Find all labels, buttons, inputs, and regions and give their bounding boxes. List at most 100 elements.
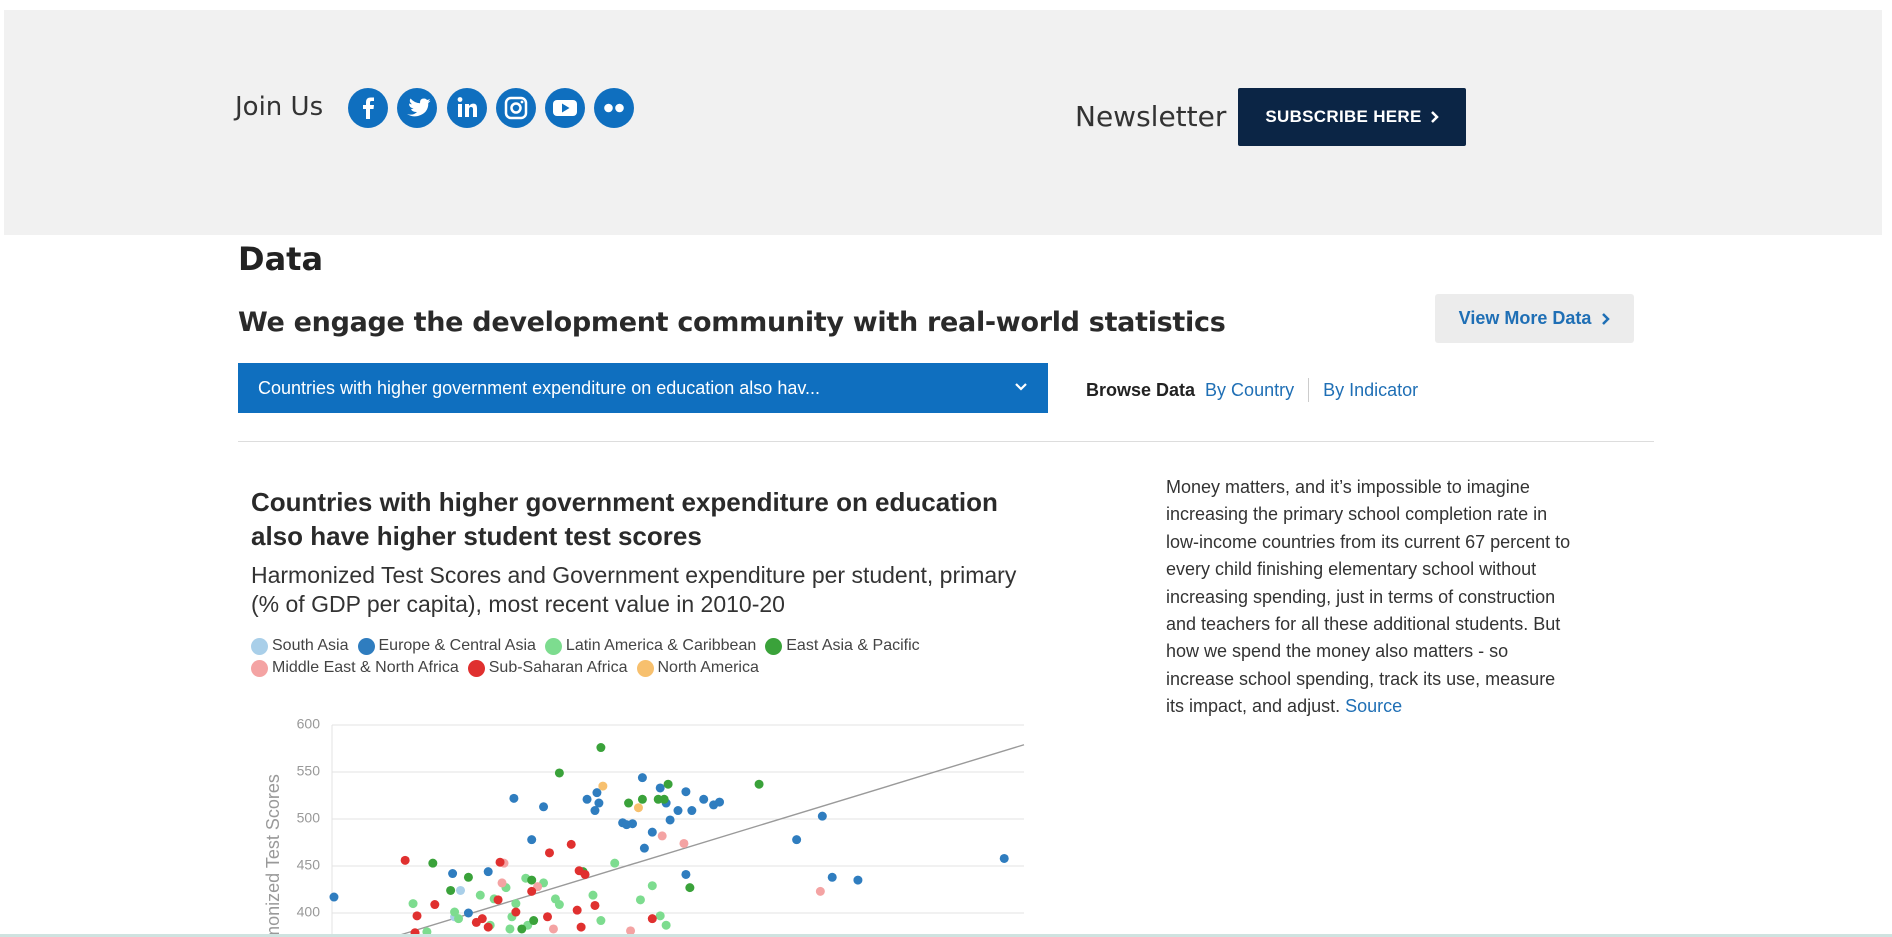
instagram-icon[interactable] (496, 88, 536, 128)
data-point (681, 869, 691, 879)
data-point (679, 838, 689, 848)
legend-item[interactable]: Middle East & North Africa (251, 659, 459, 677)
facebook-icon[interactable] (348, 88, 388, 128)
data-point (637, 794, 647, 804)
data-point (596, 743, 606, 753)
data-point (624, 798, 634, 808)
data-point (663, 779, 673, 789)
legend-swatch (636, 659, 654, 677)
chart-title: Countries with higher government expendi… (251, 487, 998, 551)
legend-swatch (765, 637, 783, 655)
legend-swatch (357, 637, 375, 655)
data-point (456, 885, 466, 895)
legend-item[interactable]: East Asia & Pacific (765, 637, 920, 655)
data-point (410, 928, 420, 934)
flickr-icon[interactable] (594, 88, 634, 128)
chevron-icon (1430, 111, 1439, 123)
data-point (566, 839, 576, 849)
data-point (633, 803, 643, 813)
data-point (588, 890, 598, 900)
data-point (594, 798, 604, 808)
y-tick-label: 550 (297, 763, 321, 779)
dropdown-caret (1015, 383, 1027, 391)
data-point (539, 802, 549, 812)
youtube-icon[interactable] (545, 88, 585, 128)
data-point (463, 908, 473, 918)
legend-swatch (251, 659, 268, 677)
separator (1308, 378, 1310, 402)
subscribe-text: SUBSCRIBE HERE (1265, 107, 1422, 126)
legend-label: South Asia (272, 637, 349, 654)
y-axis-label: Harmonized Test Scores (263, 774, 283, 934)
data-point (596, 916, 606, 926)
y-tick-label: 600 (297, 716, 321, 732)
data-point (463, 872, 473, 882)
browse-link[interactable]: By Country (1205, 379, 1295, 400)
data-point (529, 916, 539, 926)
data-point (428, 858, 438, 868)
data-point (647, 914, 657, 924)
browse-link[interactable]: By Indicator (1323, 379, 1419, 400)
y-tick-label: 450 (297, 857, 321, 873)
data-point (511, 907, 521, 917)
data-point (657, 831, 667, 841)
description: Money matters, and it’s impossible to im… (1166, 474, 1578, 721)
legend-item[interactable]: Sub-Saharan Africa (467, 659, 628, 677)
subscribe-button[interactable]: SUBSCRIBE HERE (1238, 88, 1466, 146)
data-point (572, 905, 582, 915)
data-point (647, 881, 657, 891)
legend-item[interactable]: Europe & Central Asia (357, 637, 536, 655)
data-point (527, 886, 537, 896)
data-point (827, 872, 837, 882)
data-point (497, 878, 507, 888)
data-point (544, 848, 554, 858)
data-point (527, 875, 537, 885)
chart-dropdown[interactable]: Countries with higher government expendi… (238, 363, 1048, 413)
legend-label: Sub-Saharan Africa (488, 659, 628, 676)
data-point (655, 911, 665, 921)
data-point (659, 794, 669, 804)
legend-item[interactable]: Latin America & Caribbean (544, 637, 756, 655)
legend-label: East Asia & Pacific (786, 637, 920, 654)
data-point (543, 912, 553, 922)
data-point (592, 788, 602, 798)
data-point (661, 920, 671, 930)
description-text: Money matters, and it’s impossible to im… (1166, 477, 1571, 717)
view-more-button[interactable]: View More Data (1435, 294, 1634, 343)
data-point (626, 926, 636, 934)
legend-item[interactable]: North America (636, 659, 759, 677)
browse-label: Browse Data (1086, 379, 1196, 400)
legend-label: North America (657, 659, 759, 676)
linkedin-icon[interactable] (447, 88, 487, 128)
data-point (582, 794, 592, 804)
data-point (450, 907, 460, 917)
data-point (590, 900, 600, 910)
y-tick-label: 400 (297, 904, 321, 920)
data-point (699, 794, 709, 804)
data-point (999, 853, 1009, 863)
data-point (715, 797, 725, 807)
data-point (580, 869, 590, 879)
data-point (517, 924, 527, 934)
data-point (454, 914, 464, 924)
source-link[interactable]: Source (1345, 696, 1403, 717)
data-point (408, 899, 418, 909)
data-point (495, 857, 505, 867)
data-point (412, 911, 422, 921)
data-point (681, 787, 691, 797)
data-point (422, 927, 432, 934)
section-tagline: We engage the development community with… (238, 307, 1226, 338)
y-tick-label: 500 (297, 810, 321, 826)
data-point (446, 885, 456, 895)
data-point (754, 779, 764, 789)
legend-swatch (251, 637, 268, 655)
data-point (590, 806, 600, 816)
data-point (527, 835, 537, 845)
footer-band (4, 10, 1882, 235)
twitter-icon[interactable] (397, 88, 437, 128)
data-point (685, 883, 695, 893)
legend-item[interactable]: South Asia (251, 637, 349, 655)
join-us-label: Join Us (235, 92, 324, 122)
